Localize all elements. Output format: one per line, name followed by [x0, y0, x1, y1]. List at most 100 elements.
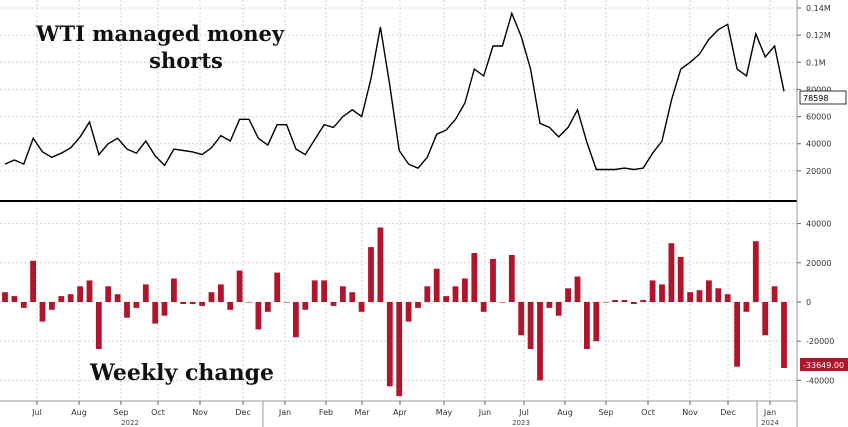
weekly-change-bar	[612, 300, 618, 302]
weekly-change-bar	[293, 302, 299, 338]
weekly-change-bar	[95, 302, 102, 349]
weekly-change-bar	[771, 286, 778, 302]
x-tick-label: Jun	[478, 408, 492, 417]
lower-y-tick-label: -40000	[806, 376, 834, 385]
weekly-change-bar	[340, 286, 346, 302]
weekly-change-bar	[386, 302, 393, 387]
weekly-change-bar	[105, 286, 112, 302]
x-tick-label: Feb	[319, 408, 333, 417]
upper-annotation-line2: shorts	[149, 48, 223, 73]
weekly-change-bar	[368, 247, 374, 302]
x-tick-label: Apr	[393, 408, 408, 417]
weekly-change-bar	[58, 296, 65, 302]
weekly-change-bar	[77, 286, 83, 302]
x-tick-label: May	[436, 408, 453, 417]
upper-grid	[0, 7, 797, 172]
weekly-change-bar	[462, 278, 468, 302]
weekly-change-bar	[227, 302, 234, 310]
x-axis-month-ticks: Jul Aug Sep Oct Nov Dec Jan Feb Mar Apr May Jun Jul A…	[31, 401, 776, 417]
upper-y-tick-label: 80000	[806, 85, 831, 94]
weekly-change-bar	[743, 302, 750, 312]
weekly-change-bar	[490, 258, 496, 302]
x-tick-label: Oct	[151, 408, 165, 417]
weekly-change-bar	[696, 290, 703, 302]
weekly-change-bar	[199, 302, 205, 306]
weekly-change-bar	[152, 302, 159, 324]
lower-y-tick-label: -20000	[806, 337, 834, 346]
lower-y-tick-label: 40000	[806, 220, 831, 229]
line-last-value-label: 78598	[803, 94, 828, 103]
lower-y-tick-label: 0	[806, 298, 811, 307]
weekly-change-bar	[171, 278, 177, 302]
weekly-change-bar	[630, 302, 637, 304]
weekly-change-bar	[724, 294, 731, 302]
x-tick-label: Jul	[518, 408, 529, 417]
weekly-change-bar	[415, 302, 421, 308]
weekly-change-bar	[67, 294, 74, 302]
weekly-change-bar	[555, 302, 562, 316]
weekly-change-bar	[499, 302, 506, 303]
upper-annotation-line1: WTI managed money	[35, 21, 285, 46]
weekly-change-bar	[142, 284, 149, 302]
weekly-change-bar	[508, 255, 515, 302]
weekly-change-bar	[471, 253, 478, 302]
x-tick-label: Sep	[598, 408, 613, 417]
weekly-change-bar	[659, 284, 665, 302]
weekly-change-bar	[311, 280, 318, 302]
lower-annotation: Weekly change	[89, 360, 274, 386]
weekly-change-bar	[30, 260, 36, 302]
upper-y-tick-label: 40000	[806, 140, 831, 149]
weekly-change-bar	[302, 302, 309, 310]
weekly-change-bar	[321, 280, 327, 302]
weekly-change-bar	[86, 280, 93, 302]
weekly-change-bar	[537, 302, 543, 381]
weekly-change-bar	[377, 227, 384, 302]
upper-y-axis-ticks: 20000 40000 60000 80000 0.1M 0.12M 0.14M	[797, 4, 831, 176]
weekly-change-bar	[677, 256, 684, 302]
weekly-change-bar	[687, 292, 693, 302]
lower-y-axis-ticks: -40000 -20000 0 20000 40000	[797, 220, 834, 385]
weekly-change-bar	[602, 302, 609, 303]
weekly-change-bar	[734, 302, 740, 367]
weekly-change-bar	[161, 302, 168, 316]
weekly-change-bar	[621, 300, 628, 302]
weekly-change-bar	[706, 280, 712, 302]
x-tick-label: Aug	[557, 408, 573, 417]
weekly-change-bar	[546, 302, 553, 308]
weekly-change-bar	[180, 302, 187, 304]
x-tick-label: Aug	[71, 408, 87, 417]
weekly-change-bar	[49, 302, 55, 310]
weekly-change-bar	[480, 302, 487, 312]
x-tick-label: Nov	[682, 408, 698, 417]
x-tick-label: Dec	[720, 408, 735, 417]
weekly-change-bar	[236, 270, 243, 302]
year-label: 2023	[512, 419, 530, 427]
x-tick-label: Jan	[278, 408, 291, 417]
weekly-change-bar	[452, 286, 459, 302]
weekly-change-bar	[358, 302, 365, 312]
weekly-change-bar	[133, 302, 140, 308]
x-tick-label: Dec	[235, 408, 250, 417]
weekly-change-bar	[39, 302, 46, 322]
x-tick-label: Jul	[31, 408, 42, 417]
weekly-change-bar	[715, 288, 722, 302]
weekly-change-bar	[640, 300, 647, 302]
upper-y-tick-label: 60000	[806, 113, 831, 122]
weekly-change-bar	[649, 280, 656, 302]
bar-last-value-label: -33649.00	[803, 361, 844, 370]
weekly-change-bar	[668, 243, 675, 302]
weekly-change-bar	[424, 286, 431, 302]
x-tick-label: Nov	[192, 408, 208, 417]
year-label: 2024	[761, 419, 779, 427]
weekly-change-bars	[2, 227, 787, 397]
weekly-change-bar	[189, 302, 196, 304]
weekly-change-bar	[208, 292, 215, 302]
shorts-line-series	[4, 11, 785, 171]
lower-y-tick-label: 20000	[806, 259, 831, 268]
weekly-change-bar	[218, 284, 224, 302]
weekly-change-bar	[781, 302, 787, 368]
weekly-change-bar	[330, 302, 337, 306]
bar-last-value-badge: -33649.00	[800, 358, 848, 371]
weekly-change-bar	[405, 302, 412, 322]
weekly-change-bar	[396, 302, 403, 397]
